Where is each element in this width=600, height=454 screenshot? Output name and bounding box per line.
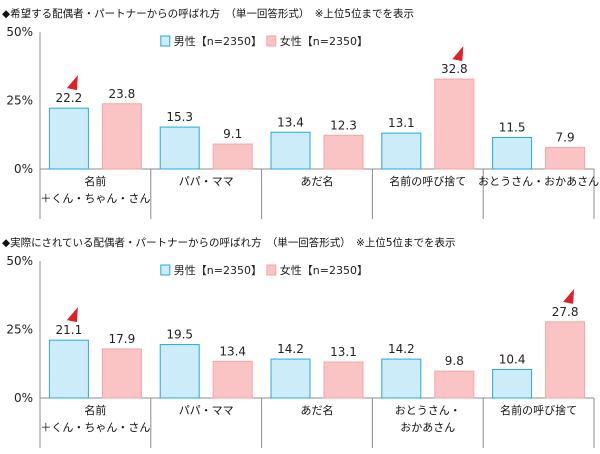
y-tick-label: 25% <box>6 94 33 108</box>
bar-male <box>381 132 422 170</box>
data-label-male: 21.1 <box>56 323 83 337</box>
bar-female <box>101 103 142 170</box>
category-label: おかあさん <box>400 421 455 434</box>
y-tick-label: 50% <box>6 25 33 39</box>
data-label-male: 22.2 <box>56 91 83 105</box>
category-label: ＋くん・ちゃん・さん <box>40 192 150 205</box>
data-label-female: 7.9 <box>556 130 575 144</box>
data-label-male: 14.2 <box>277 342 304 356</box>
data-label-female: 9.1 <box>223 127 242 141</box>
bar-female <box>212 143 253 170</box>
bar-male <box>159 344 200 399</box>
bar-male <box>492 136 533 170</box>
data-label-female: 9.8 <box>445 354 464 368</box>
bar-male <box>159 126 200 170</box>
y-tick-label: 25% <box>6 323 33 337</box>
legend-label-male: 男性【n=2350】 <box>174 34 262 48</box>
data-label-male: 13.4 <box>277 115 304 129</box>
chart-title-1: ◆希望する配偶者・パートナーからの呼ばれ方 （単一回答形式） ※上位5位までを表… <box>2 8 415 20</box>
bar-female <box>545 146 586 170</box>
legend-swatch-male <box>160 35 171 47</box>
y-tick-label: 0% <box>14 391 33 405</box>
category-label: パパ・ママ <box>179 175 234 188</box>
chart-2: 0% 25% 50% 21.1 17.9 名前 ＋くん・ちゃん・さん 19.5 13.4 パパ・マ… <box>6 254 595 448</box>
category-label: おとうさん・ <box>395 404 461 417</box>
category-label: あだ名 <box>301 174 334 188</box>
category-label: ＋くん・ちゃん・さん <box>40 421 150 434</box>
bar-female <box>434 370 475 399</box>
bar-female <box>323 361 364 399</box>
data-label-female: 13.1 <box>330 345 357 359</box>
category-label: 名前 <box>84 403 106 417</box>
bar-male <box>492 369 533 399</box>
highlight-marker <box>66 75 78 91</box>
data-label-female: 13.4 <box>219 344 246 358</box>
highlight-marker <box>452 46 464 62</box>
category-label: 名前の呼び捨て <box>500 403 577 417</box>
category-label: 名前 <box>84 174 106 188</box>
legend-label-male: 男性【n=2350】 <box>174 263 262 277</box>
category-label: 名前の呼び捨て <box>389 174 466 188</box>
category-label: パパ・ママ <box>179 404 234 417</box>
bar-male <box>48 339 89 399</box>
y-tick-label: 0% <box>14 162 33 176</box>
legend-swatch-male <box>160 264 171 276</box>
chart-1: 0% 25% 50% 22.2 23.8 名前 ＋くん・ちゃん・さん 15.3 9.1 パパ・ママ… <box>6 25 599 219</box>
bar-male <box>381 358 422 399</box>
bar-female <box>545 321 586 399</box>
chart-title-2: ◆実際にされている配偶者・パートナーからの呼ばれ方 （単一回答形式） ※上位5位… <box>2 237 456 249</box>
bar-female <box>101 348 142 399</box>
y-tick-label: 50% <box>6 254 33 268</box>
highlight-marker <box>563 288 575 304</box>
data-label-male: 14.2 <box>388 342 415 356</box>
data-label-male: 15.3 <box>166 110 193 124</box>
bar-male <box>270 358 311 399</box>
bar-female <box>212 360 253 399</box>
bar-male <box>270 131 311 170</box>
data-label-female: 12.3 <box>330 118 357 132</box>
highlight-marker <box>66 307 78 323</box>
bar-female <box>434 78 475 170</box>
data-label-female: 32.8 <box>441 62 468 76</box>
legend-swatch-female <box>266 264 277 276</box>
data-label-male: 11.5 <box>499 120 526 134</box>
data-label-male: 10.4 <box>499 353 526 367</box>
data-label-female: 27.8 <box>552 305 579 319</box>
bar-male <box>48 107 89 170</box>
category-label: あだ名 <box>301 403 334 417</box>
data-label-female: 17.9 <box>109 332 136 346</box>
data-label-male: 13.1 <box>388 116 415 130</box>
data-label-male: 19.5 <box>166 328 193 342</box>
legend-label-female: 女性【n=2350】 <box>280 263 368 277</box>
data-label-female: 23.8 <box>109 87 136 101</box>
legend-swatch-female <box>266 35 277 47</box>
category-label: おとうさん・おかあさん <box>478 175 599 188</box>
bar-female <box>323 134 364 170</box>
legend-label-female: 女性【n=2350】 <box>280 34 368 48</box>
